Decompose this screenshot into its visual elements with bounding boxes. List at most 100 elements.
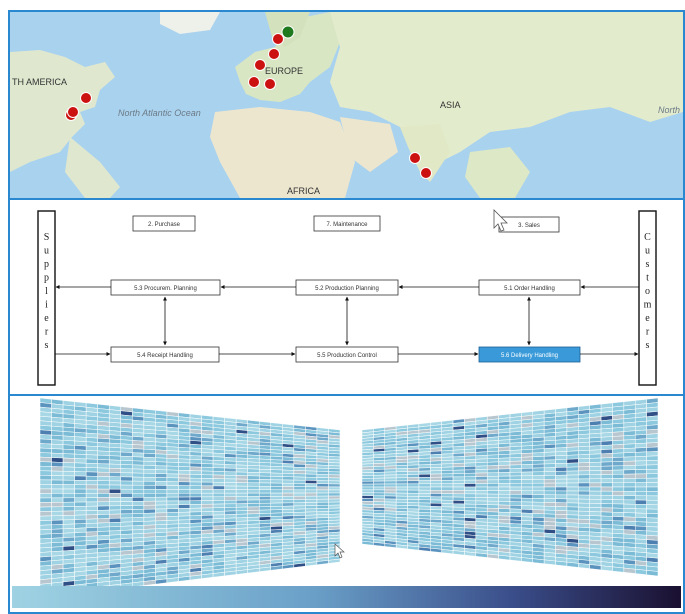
- heatmap-cell[interactable]: [509, 494, 522, 499]
- heatmap-cell[interactable]: [646, 433, 658, 439]
- heatmap-cell[interactable]: [247, 478, 260, 484]
- heatmap-cell[interactable]: [600, 482, 613, 488]
- heatmap-cell[interactable]: [189, 515, 202, 520]
- heatmap-cell[interactable]: [132, 480, 145, 486]
- heatmap-cell[interactable]: [328, 522, 340, 527]
- heatmap-cell[interactable]: [634, 499, 647, 505]
- heatmap-cell[interactable]: [155, 516, 168, 522]
- heatmap-cell[interactable]: [166, 504, 179, 510]
- heatmap-cell[interactable]: [40, 524, 52, 531]
- heatmap-cell[interactable]: [362, 475, 374, 479]
- heatmap-cell[interactable]: [201, 466, 214, 472]
- heatmap-cell[interactable]: [634, 486, 647, 492]
- heatmap-cell[interactable]: [305, 480, 318, 484]
- heatmap-cell[interactable]: [62, 488, 75, 494]
- heatmap-cell[interactable]: [498, 483, 511, 488]
- heatmap-cell[interactable]: [132, 460, 145, 466]
- heatmap-cell[interactable]: [600, 511, 613, 517]
- heatmap-cell[interactable]: [521, 501, 534, 507]
- heatmap-cell[interactable]: [430, 499, 442, 504]
- heatmap-cell[interactable]: [612, 516, 625, 522]
- heatmap-cell[interactable]: [521, 460, 534, 465]
- heatmap-cell[interactable]: [328, 443, 340, 449]
- heatmap-cell[interactable]: [328, 528, 340, 534]
- heatmap-cell[interactable]: [498, 475, 511, 481]
- heatmap-cell[interactable]: [452, 469, 465, 474]
- heatmap-cell[interactable]: [578, 498, 590, 504]
- heatmap-cell[interactable]: [120, 505, 133, 511]
- heatmap-cell[interactable]: [51, 510, 64, 517]
- heatmap-cell[interactable]: [108, 521, 122, 528]
- heatmap-cell[interactable]: [532, 463, 545, 469]
- heatmap-cell[interactable]: [418, 489, 431, 494]
- heatmap-cell[interactable]: [623, 473, 636, 479]
- heatmap-cell[interactable]: [646, 535, 658, 541]
- heatmap-cell[interactable]: [85, 518, 98, 524]
- heatmap-cell[interactable]: [543, 494, 556, 499]
- heatmap-cell[interactable]: [282, 482, 295, 487]
- heatmap-cell[interactable]: [407, 477, 420, 482]
- order-handling-box[interactable]: 5.1 Order Handling: [478, 279, 581, 296]
- heatmap-cell[interactable]: [555, 455, 568, 460]
- heatmap-cell[interactable]: [85, 458, 98, 464]
- heatmap-cell[interactable]: [578, 563, 590, 569]
- heatmap-cell[interactable]: [235, 503, 248, 508]
- heatmap-cell[interactable]: [543, 498, 556, 503]
- heatmap-cell[interactable]: [120, 468, 133, 474]
- heatmap-cell[interactable]: [143, 460, 156, 466]
- heatmap-cell[interactable]: [646, 406, 658, 413]
- heatmap-view[interactable]: [10, 396, 683, 612]
- heatmap-cell[interactable]: [189, 492, 202, 498]
- heatmap-cell[interactable]: [475, 497, 488, 502]
- heatmap-cell[interactable]: [132, 497, 145, 502]
- heatmap-cell[interactable]: [74, 497, 87, 503]
- heatmap-cell[interactable]: [612, 452, 625, 458]
- heatmap-cell[interactable]: [612, 461, 625, 467]
- heatmap-cell[interactable]: [543, 463, 556, 469]
- heatmap-cell[interactable]: [589, 564, 602, 571]
- heatmap-cell[interactable]: [373, 474, 386, 479]
- heatmap-cell[interactable]: [418, 473, 431, 478]
- heatmap-cell[interactable]: [646, 517, 658, 523]
- heatmap-cell[interactable]: [589, 453, 602, 459]
- heatmap-cell[interactable]: [441, 493, 454, 498]
- heatmap-cell[interactable]: [40, 443, 52, 449]
- heatmap-cell[interactable]: [578, 462, 590, 468]
- heatmap-cell[interactable]: [555, 502, 568, 508]
- heatmap-cell[interactable]: [97, 476, 110, 482]
- heatmap-cell[interactable]: [224, 510, 237, 515]
- heatmap-cell[interactable]: [316, 501, 329, 506]
- heatmap-cell[interactable]: [178, 473, 191, 479]
- heatmap-cell[interactable]: [464, 486, 477, 491]
- heatmap-cell[interactable]: [293, 479, 306, 484]
- heatmap-cell[interactable]: [486, 483, 499, 488]
- heatmap-cell[interactable]: [62, 448, 75, 455]
- heatmap-cell[interactable]: [498, 464, 511, 470]
- heatmap-cell[interactable]: [646, 446, 658, 453]
- heatmap-cell[interactable]: [475, 486, 488, 491]
- heatmap-cell[interactable]: [328, 449, 340, 455]
- heatmap-cell[interactable]: [293, 499, 306, 504]
- heatmap-cell[interactable]: [155, 457, 168, 463]
- heatmap-cell[interactable]: [97, 480, 110, 486]
- heatmap-cell[interactable]: [384, 483, 397, 488]
- heatmap-cell[interactable]: [247, 482, 260, 487]
- heatmap-cell[interactable]: [589, 503, 602, 508]
- heatmap-cell[interactable]: [201, 492, 214, 498]
- heatmap-cell[interactable]: [441, 466, 454, 471]
- heatmap-cell[interactable]: [108, 517, 122, 523]
- heatmap-cell[interactable]: [235, 492, 248, 497]
- heatmap-cell[interactable]: [566, 502, 579, 508]
- heatmap-cell[interactable]: [282, 479, 295, 484]
- heatmap-cell[interactable]: [155, 461, 168, 467]
- heatmap-cell[interactable]: [97, 471, 110, 477]
- heatmap-cell[interactable]: [362, 495, 374, 499]
- heatmap-cell[interactable]: [282, 469, 295, 474]
- heatmap-cell[interactable]: [600, 565, 613, 572]
- heatmap-cell[interactable]: [282, 476, 295, 481]
- heatmap-cell[interactable]: [120, 517, 133, 523]
- heatmap-cell[interactable]: [452, 500, 465, 505]
